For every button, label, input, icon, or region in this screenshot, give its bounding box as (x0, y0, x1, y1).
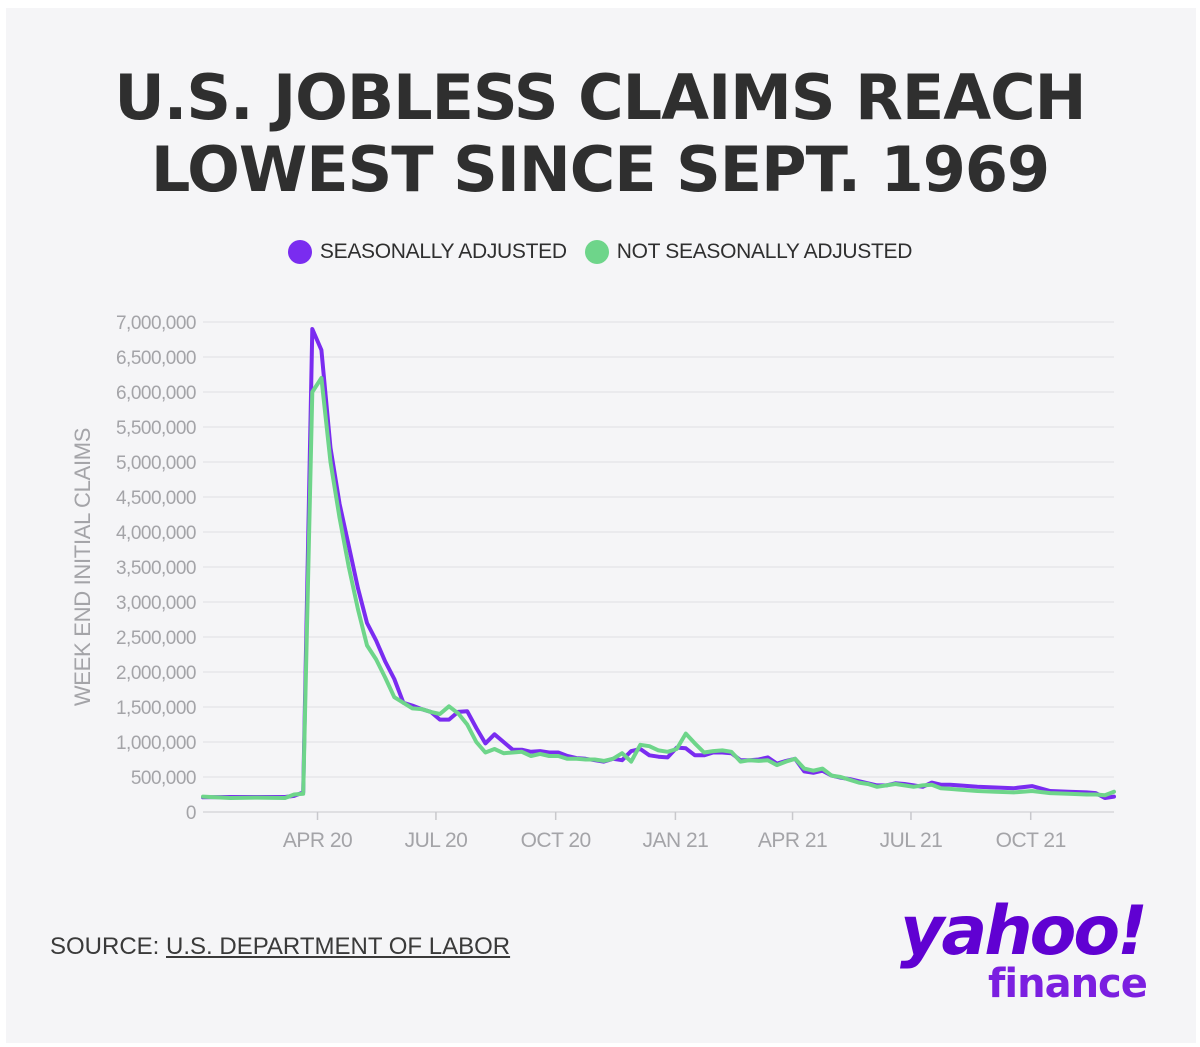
x-tick-label: OCT 20 (521, 829, 591, 852)
source-note: SOURCE: U.S. DEPARTMENT OF LABOR (50, 933, 510, 961)
y-tick-label: 1,000,000 (116, 733, 196, 754)
y-tick-label: 6,500,000 (116, 348, 196, 369)
chart-title: U.S. JOBLESS CLAIMS REACH LOWEST SINCE S… (0, 62, 1200, 206)
series-lines (201, 327, 1116, 800)
legend-label-seasonally-adjusted: SEASONALLY ADJUSTED (319, 240, 567, 263)
x-tick-label: OCT 21 (996, 829, 1066, 852)
x-tick-label: APR 21 (758, 829, 827, 852)
y-tick-label: 3,000,000 (116, 593, 196, 614)
y-axis-ticks: 0 500,000 1,000,000 1,500,000 2,000,000 2,500… (116, 313, 197, 824)
legend-swatch-seasonally-adjusted (287, 240, 312, 264)
y-tick-label: 1,500,000 (116, 698, 196, 719)
legend-label-not-seasonally-adjusted: NOT SEASONALLY ADJUSTED (616, 240, 913, 263)
x-tick-label: JUL 21 (880, 829, 943, 852)
x-tick-label: JAN 21 (642, 829, 708, 852)
legend-item-seasonally-adjusted: SEASONALLY ADJUSTED (287, 240, 567, 264)
legend: SEASONALLY ADJUSTED NOT SEASONALLY ADJUS… (0, 240, 1200, 264)
y-tick-label: 6,000,000 (116, 383, 196, 404)
infographic-card (6, 8, 1196, 1043)
source-link[interactable]: U.S. DEPARTMENT OF LABOR (166, 933, 511, 960)
series-line-not-seasonally-adjusted (201, 376, 1116, 800)
yahoo-finance-logo: yahoo! finance (900, 892, 1148, 1007)
x-tick-label: APR 20 (283, 829, 352, 852)
title-line-1: U.S. JOBLESS CLAIMS REACH (114, 61, 1086, 134)
y-tick-label: 7,000,000 (116, 313, 196, 334)
y-tick-label: 4,000,000 (116, 523, 196, 544)
y-tick-label: 500,000 (131, 768, 196, 789)
y-tick-label: 0 (186, 803, 196, 824)
source-label: SOURCE: (50, 933, 167, 960)
brand-yahoo: yahoo! (900, 892, 1148, 971)
legend-item-not-seasonally-adjusted: NOT SEASONALLY ADJUSTED (584, 240, 913, 264)
x-tick-label: JUL 20 (405, 829, 468, 852)
y-tick-label: 2,000,000 (116, 663, 196, 684)
brand-finance: finance (988, 961, 1148, 1007)
series-line-seasonally-adjusted (201, 327, 1116, 800)
title-line-2: LOWEST SINCE SEPT. 1969 (150, 133, 1050, 206)
y-tick-label: 5,000,000 (116, 453, 196, 474)
y-tick-label: 5,500,000 (116, 418, 196, 439)
y-tick-label: 2,500,000 (116, 628, 196, 649)
y-tick-label: 4,500,000 (116, 488, 196, 509)
y-axis-label: WEEK END INITIAL CLAIMS (70, 428, 95, 706)
grid-lines (203, 321, 1114, 813)
y-tick-label: 3,500,000 (116, 558, 196, 579)
x-axis-ticks: APR 20 JUL 20 OCT 20 JAN 21 APR 21 JUL 21 OCT … (283, 812, 1066, 852)
legend-swatch-not-seasonally-adjusted (584, 240, 609, 264)
